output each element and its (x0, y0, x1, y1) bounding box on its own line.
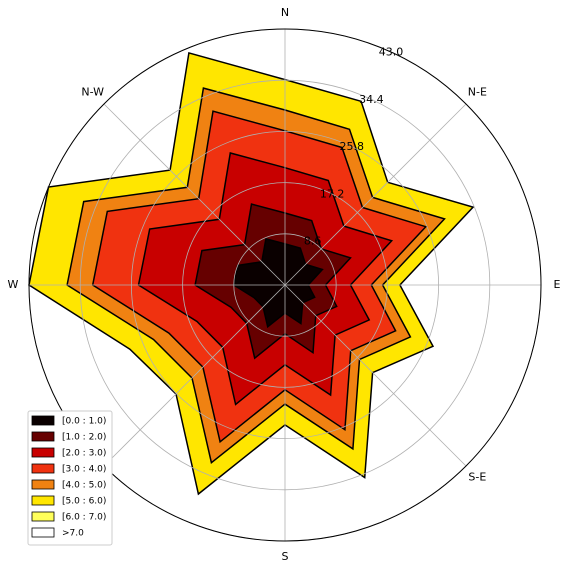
legend-swatch (31, 511, 55, 522)
direction-label: W (8, 278, 19, 291)
spoke (103, 284, 286, 467)
r-tick-label: 17.2 (320, 187, 345, 200)
legend-swatch (31, 463, 55, 474)
spoke (284, 284, 467, 467)
direction-label: E (554, 278, 561, 291)
r-tick-label: 25.8 (340, 140, 365, 153)
legend-label: [0.0 : 1.0) (62, 417, 106, 427)
legend: [0.0 : 1.0) [1.0 : 2.0) [2.0 : 3.0) [3.0 : … (27, 410, 113, 546)
legend-swatch (31, 527, 55, 538)
legend-label: [1.0 : 2.0) (62, 433, 106, 443)
legend-box (27, 410, 113, 546)
legend-swatch (31, 495, 55, 506)
legend-label: [3.0 : 4.0) (62, 465, 106, 475)
legend-label: [2.0 : 3.0) (62, 449, 106, 459)
direction-label: N (281, 6, 289, 19)
direction-label: N-E (468, 86, 487, 99)
r-tick-label: 8.6 (304, 235, 322, 248)
direction-label: S-E (468, 470, 486, 483)
legend-swatch (31, 431, 55, 442)
spoke (103, 103, 286, 286)
legend-label: [5.0 : 6.0) (62, 497, 106, 507)
r-tick-label: 34.4 (359, 93, 384, 106)
direction-label: S (282, 550, 289, 563)
r-tick-label: 43.0 (379, 45, 404, 58)
legend-swatch (31, 479, 55, 490)
legend-label: [6.0 : 7.0) (62, 513, 106, 523)
legend-label: [4.0 : 5.0) (62, 481, 106, 491)
legend-label: >7.0 (62, 529, 84, 539)
spoke (284, 103, 467, 286)
legend-swatch (31, 415, 55, 426)
direction-label: N-W (81, 86, 104, 99)
legend-swatch (31, 447, 55, 458)
frame (28, 28, 542, 542)
